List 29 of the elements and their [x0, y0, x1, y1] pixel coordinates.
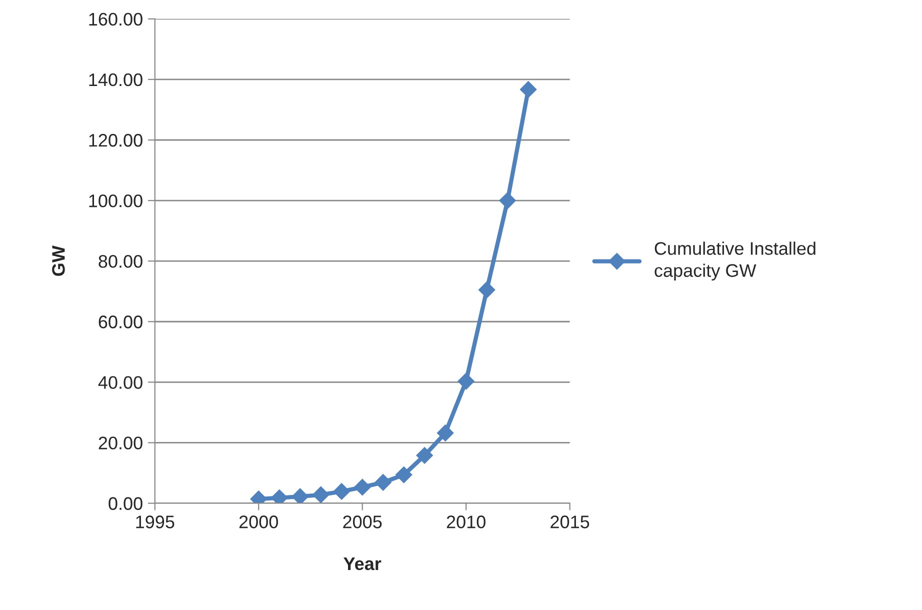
y-tick-label: 160.00 [89, 12, 142, 26]
x-tick-label: 2000 [239, 516, 278, 528]
point [374, 474, 392, 491]
y-tick-label: 0.00 [108, 497, 142, 510]
point [292, 488, 308, 504]
x-tick-label: 1995 [136, 516, 174, 528]
y-tick-label: 100.00 [89, 194, 142, 208]
point [333, 483, 350, 500]
x-axis-title: Year [344, 558, 382, 570]
x-tick-label: 2010 [446, 516, 486, 528]
point [478, 281, 496, 298]
legend-label: Cumulative Installed capacity GW [654, 242, 816, 281]
point [416, 447, 433, 464]
y-tick-label: 120.00 [89, 134, 142, 147]
point [395, 466, 412, 484]
x-tick-label: 2005 [343, 516, 382, 528]
y-tick-label: 40.00 [98, 376, 142, 389]
y-tick-label: 80.00 [98, 255, 142, 268]
point [499, 192, 516, 209]
y-tick-label: 140.00 [89, 73, 142, 86]
y-tick-label: 20.00 [98, 436, 142, 450]
x-tick-label: 2015 [550, 516, 590, 528]
y-axis-title: GW [52, 246, 65, 276]
point [458, 372, 474, 390]
point [520, 81, 537, 98]
point [354, 478, 371, 496]
y-tick-label: 60.00 [98, 316, 142, 328]
point [436, 424, 454, 442]
point [312, 486, 330, 504]
